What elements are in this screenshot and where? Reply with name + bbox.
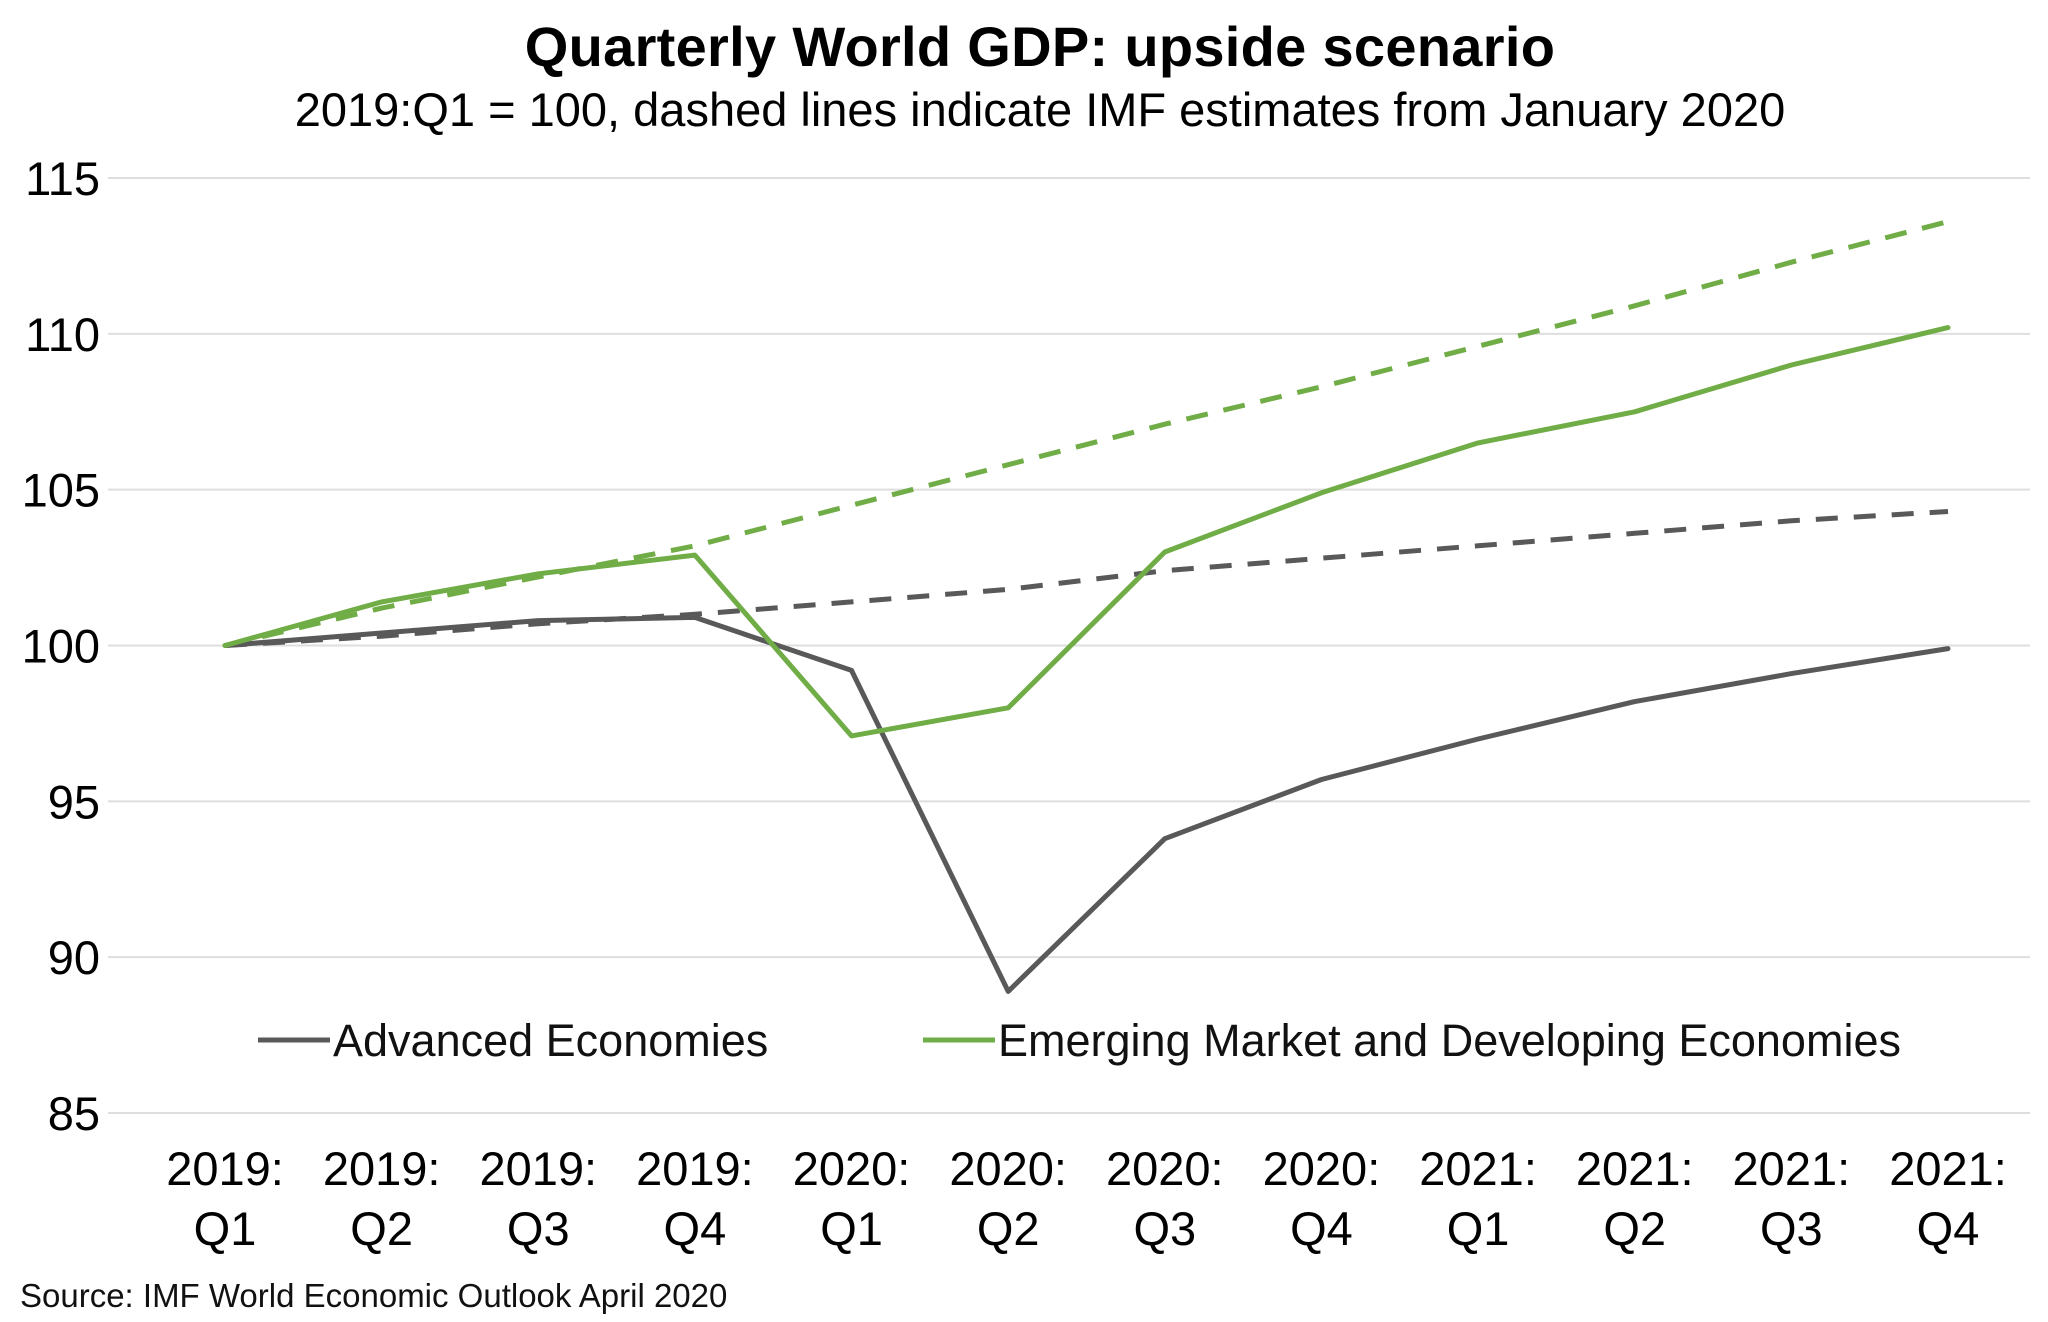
x-tick-label: 2021: xyxy=(1889,1142,2007,1195)
y-tick-label: 105 xyxy=(22,464,100,517)
x-tick-label: Q4 xyxy=(664,1202,727,1255)
y-tick-label: 85 xyxy=(48,1087,100,1140)
x-tick-label: 2019: xyxy=(636,1142,754,1195)
x-tick-label: Q3 xyxy=(1760,1202,1823,1255)
chart-subtitle: 2019:Q1 = 100, dashed lines indicate IMF… xyxy=(294,83,1786,136)
x-tick-label: Q2 xyxy=(350,1202,413,1255)
legend-label: Emerging Market and Developing Economies xyxy=(998,1015,1901,1066)
series-lines xyxy=(222,219,1951,994)
x-tick-label: Q1 xyxy=(820,1202,883,1255)
series-line-advanced-economies-january-2020-estimate xyxy=(224,509,1949,648)
x-tick-label: 2019: xyxy=(166,1142,284,1195)
x-tick-label: Q4 xyxy=(1917,1202,1980,1255)
chart-title: Quarterly World GDP: upside scenario xyxy=(524,15,1556,78)
y-tick-label: 110 xyxy=(25,308,100,361)
x-tick-label: 2020: xyxy=(949,1142,1067,1195)
legend-label: Advanced Economies xyxy=(333,1015,768,1066)
y-axis-ticks: 85 90 95 100 105 110 115 xyxy=(22,152,100,1140)
x-tick-label: Q4 xyxy=(1290,1202,1353,1255)
y-tick-label: 95 xyxy=(48,775,100,828)
x-axis-ticks: 2019: Q1 2019: Q2 2019: Q3 2019: Q4 2020: Q1 2020:… xyxy=(166,1142,2007,1255)
x-tick-label: Q1 xyxy=(194,1202,257,1255)
x-tick-label: Q1 xyxy=(1447,1202,1510,1255)
legend: Advanced Economies Emerging Market and De… xyxy=(258,1015,1901,1066)
x-tick-label: 2021: xyxy=(1419,1142,1537,1195)
series-line-emerging-market-and-developing-economies xyxy=(222,325,1951,739)
y-tick-label: 90 xyxy=(48,931,100,984)
x-tick-label: 2020: xyxy=(1106,1142,1224,1195)
x-tick-label: 2021: xyxy=(1576,1142,1694,1195)
x-tick-label: 2019: xyxy=(323,1142,441,1195)
x-tick-label: Q3 xyxy=(507,1202,570,1255)
x-tick-label: Q2 xyxy=(977,1202,1040,1255)
x-tick-label: Q2 xyxy=(1603,1202,1666,1255)
y-tick-label: 115 xyxy=(25,152,100,205)
source-note: Source: IMF World Economic Outlook April… xyxy=(20,1277,728,1314)
gridlines xyxy=(108,177,2030,1114)
series-line-advanced-economies xyxy=(222,614,1951,994)
x-tick-label: 2019: xyxy=(479,1142,597,1195)
x-tick-label: 2021: xyxy=(1733,1142,1851,1195)
series-line-emerging-market-and-developing-economies-january-2020-estimate xyxy=(224,219,1949,648)
y-tick-label: 100 xyxy=(22,620,100,673)
x-tick-label: Q3 xyxy=(1133,1202,1196,1255)
x-tick-label: 2020: xyxy=(1263,1142,1381,1195)
x-tick-label: 2020: xyxy=(793,1142,911,1195)
